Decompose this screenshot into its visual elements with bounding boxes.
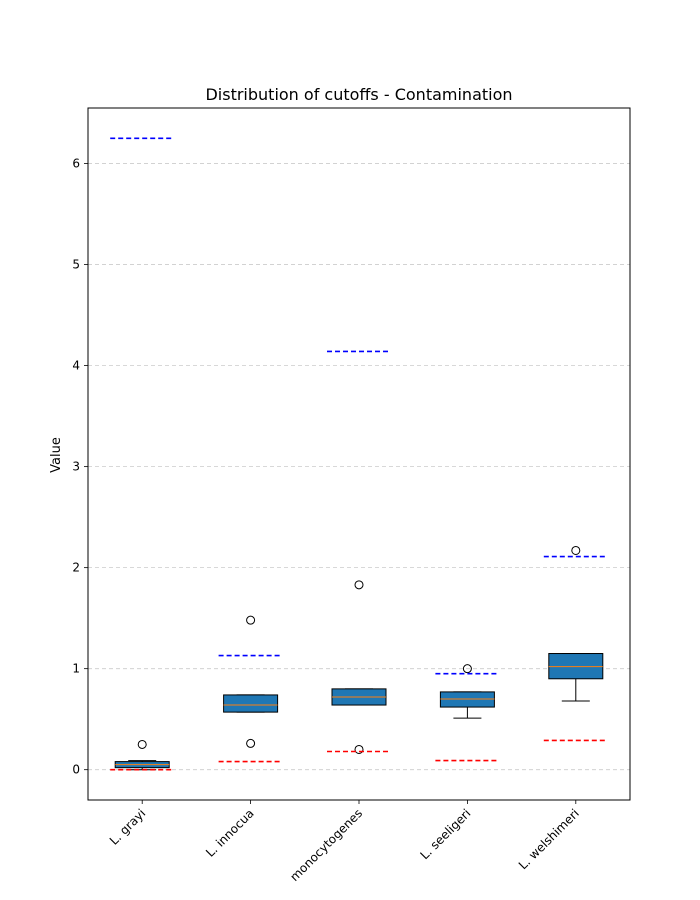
outlier-point [354, 744, 364, 754]
box-l-innocua [223, 694, 279, 713]
outlier-point [246, 738, 256, 748]
y-tick-label: 0 [72, 763, 80, 777]
box-l-welshimeri [548, 653, 604, 680]
outlier-point [354, 580, 364, 590]
y-tick-label: 5 [72, 258, 80, 272]
x-tick-label: L. innocua [203, 806, 257, 860]
box-l-seeligeri [439, 691, 495, 708]
plot-frame [87, 107, 631, 801]
outlier-point [246, 615, 256, 625]
outlier-point [571, 545, 581, 555]
y-tick-label: 2 [72, 561, 80, 575]
x-tick-label: L. grayi [107, 806, 148, 847]
y-tick-label: 4 [72, 359, 80, 373]
y-tick-label: 6 [72, 157, 80, 171]
x-tick-label: monocytogenes [287, 806, 365, 884]
y-tick-label: 1 [72, 662, 80, 676]
x-tick-label: L. seeligeri [417, 806, 473, 862]
chart-title: Distribution of cutoffs - Contamination [205, 85, 512, 104]
x-tick-label: L. welshimeri [516, 806, 582, 872]
plot-area: 0 1 2 3 4 5 6 L. grayi L. innocua monocytogenes L.… [72, 107, 631, 884]
y-axis-label: Value [49, 437, 64, 473]
outlier-point [462, 664, 472, 674]
outlier-point [137, 739, 147, 749]
y-tick-label: 3 [72, 460, 80, 474]
